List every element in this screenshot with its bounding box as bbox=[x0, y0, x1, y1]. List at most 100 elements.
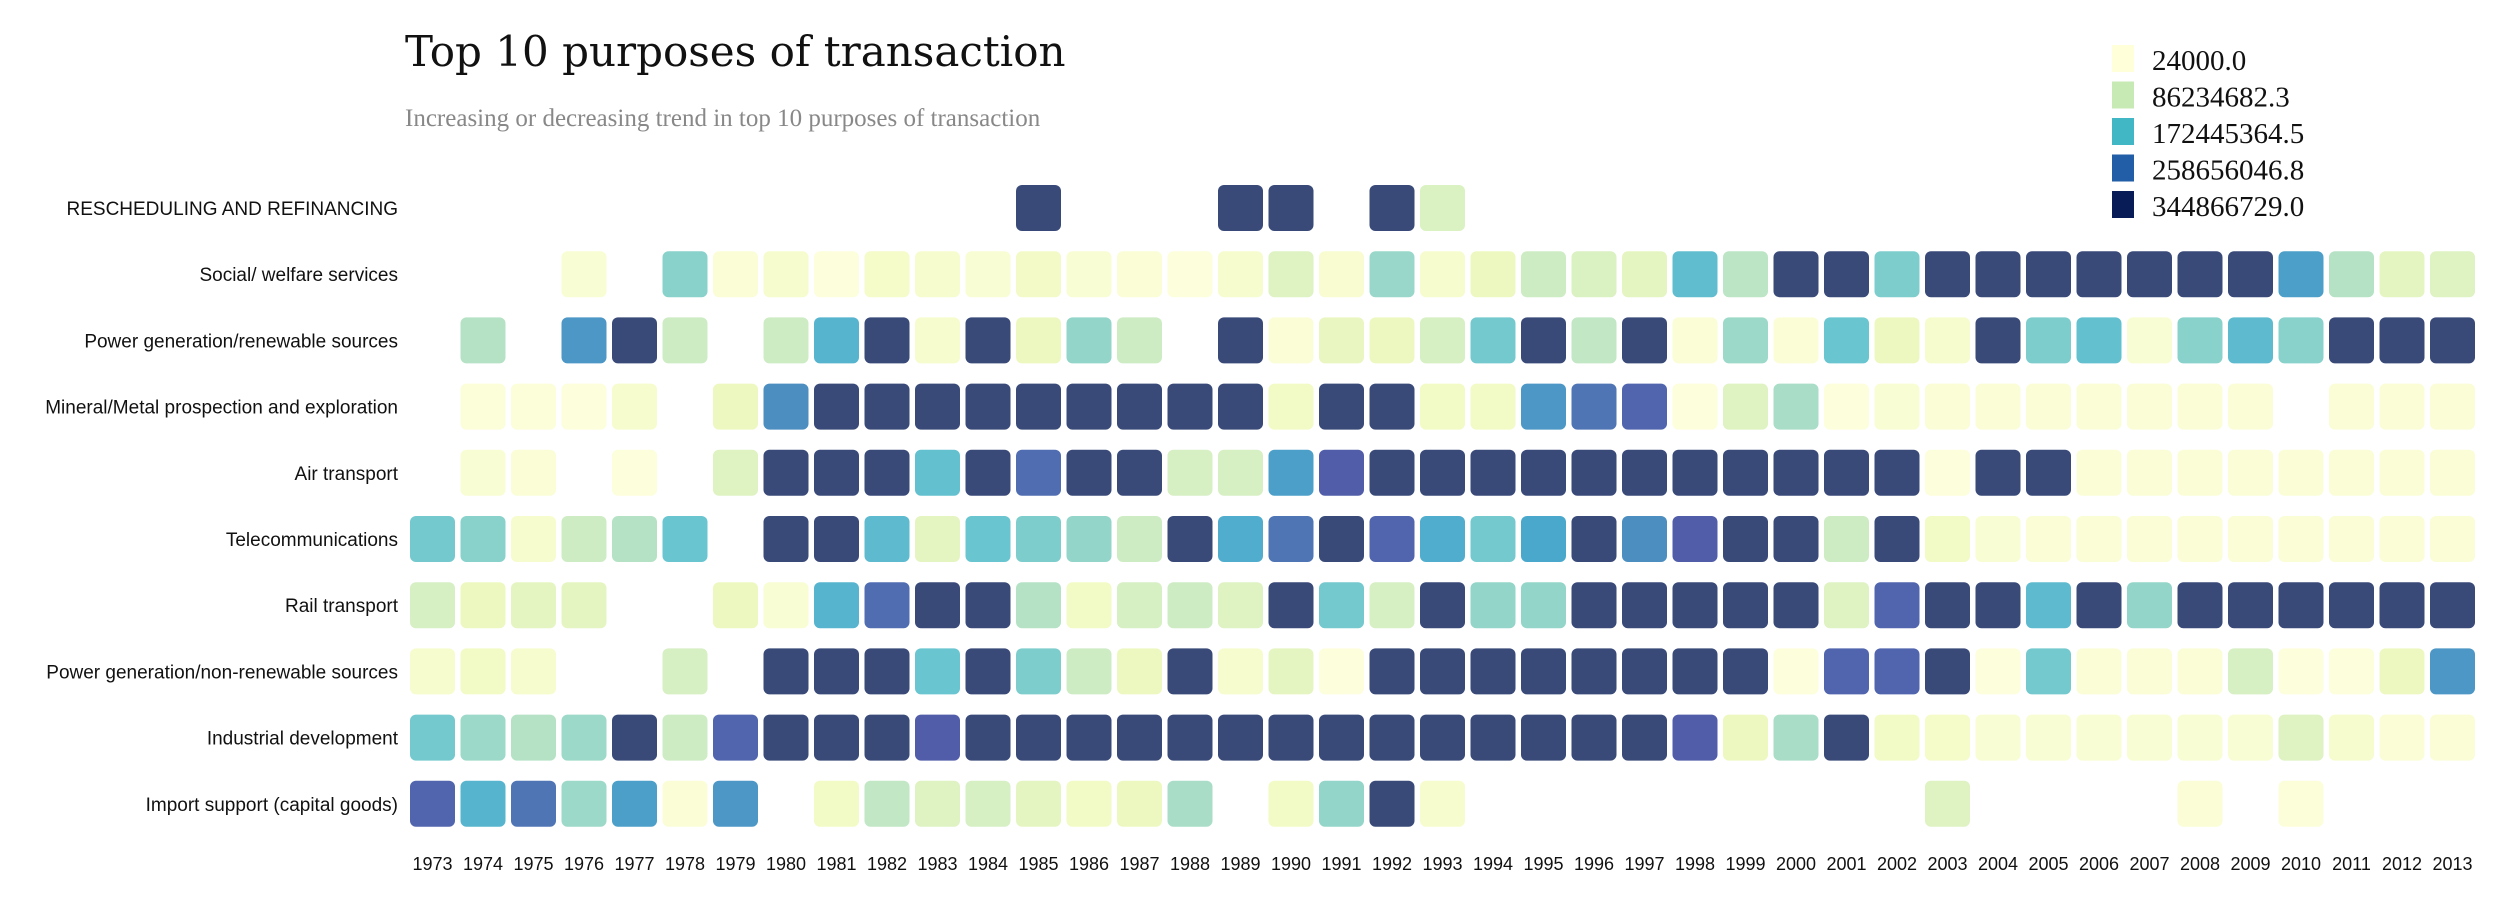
heatmap-cell bbox=[1167, 714, 1213, 761]
heatmap-cell bbox=[1521, 317, 1566, 364]
column-label: 1987 bbox=[1119, 854, 1159, 874]
column-label: 2004 bbox=[1978, 854, 2018, 874]
heatmap-cell bbox=[1571, 648, 1617, 695]
column-label: 1998 bbox=[1675, 854, 1715, 874]
heatmap-cell bbox=[1268, 317, 1314, 364]
heatmap-cell bbox=[1672, 516, 1718, 562]
heatmap-cell bbox=[713, 383, 758, 430]
row-label: Air transport bbox=[295, 464, 399, 485]
heatmap-cell bbox=[511, 516, 556, 562]
heatmap-cell bbox=[2177, 714, 2223, 761]
heatmap-cell bbox=[763, 714, 809, 761]
heatmap-cell bbox=[2379, 251, 2425, 298]
heatmap-cell bbox=[1874, 449, 1920, 496]
heatmap-cell bbox=[1319, 449, 1364, 496]
column-label: 1982 bbox=[867, 854, 907, 874]
heatmap-cell bbox=[1975, 383, 2021, 430]
heatmap-cell bbox=[2228, 383, 2273, 430]
column-label: 2012 bbox=[2382, 854, 2422, 874]
heatmap-cell bbox=[864, 648, 910, 695]
heatmap-cell bbox=[713, 780, 758, 827]
column-label: 1988 bbox=[1170, 854, 1210, 874]
heatmap-cell bbox=[1218, 449, 1263, 496]
heatmap-cell bbox=[864, 317, 910, 364]
heatmap-cell bbox=[814, 648, 859, 695]
heatmap-cell bbox=[1117, 317, 1162, 364]
heatmap-cell bbox=[1066, 714, 1112, 761]
heatmap-cell bbox=[1319, 383, 1364, 430]
heatmap-cell bbox=[2127, 251, 2172, 298]
heatmap-cell bbox=[662, 780, 708, 827]
legend-label: 172445364.5 bbox=[2152, 118, 2304, 150]
heatmap-cell bbox=[814, 383, 859, 430]
heatmap-cell bbox=[1470, 516, 1516, 562]
heatmap-cell bbox=[1369, 780, 1415, 827]
heatmap-cell bbox=[1218, 714, 1263, 761]
heatmap-cell bbox=[1319, 582, 1364, 629]
heatmap-cell bbox=[2076, 648, 2122, 695]
column-label: 2008 bbox=[2180, 854, 2220, 874]
heatmap-cell bbox=[1622, 383, 1667, 430]
heatmap-cell bbox=[460, 317, 506, 364]
column-label: 2000 bbox=[1776, 854, 1816, 874]
column-label: 1995 bbox=[1523, 854, 1563, 874]
column-label: 2010 bbox=[2281, 854, 2321, 874]
column-label: 1994 bbox=[1473, 854, 1513, 874]
heatmap-cell bbox=[1369, 714, 1415, 761]
heatmap-cell bbox=[1420, 185, 1465, 231]
heatmap-cell bbox=[2430, 714, 2475, 761]
heatmap-cell bbox=[1369, 383, 1415, 430]
heatmap-cell bbox=[1470, 449, 1516, 496]
heatmap-cell bbox=[1167, 582, 1213, 629]
heatmap-cell bbox=[1925, 648, 1970, 695]
heatmap-cell bbox=[965, 714, 1011, 761]
heatmap-cell bbox=[2430, 449, 2475, 496]
heatmap-cell bbox=[2076, 582, 2122, 629]
heatmap-cell bbox=[511, 582, 556, 629]
heatmap-cell bbox=[915, 648, 960, 695]
column-label: 1983 bbox=[917, 854, 957, 874]
heatmap-cell bbox=[2329, 648, 2374, 695]
heatmap-cell bbox=[1723, 516, 1768, 562]
heatmap-cell bbox=[561, 582, 607, 629]
heatmap-cell bbox=[511, 648, 556, 695]
column-label: 2001 bbox=[1826, 854, 1866, 874]
legend-label: 24000.0 bbox=[2152, 45, 2246, 77]
heatmap-cell bbox=[561, 251, 607, 298]
heatmap-cell bbox=[864, 383, 910, 430]
legend-label: 344866729.0 bbox=[2152, 191, 2304, 223]
heatmap-cell bbox=[1420, 780, 1465, 827]
heatmap-cell bbox=[1369, 648, 1415, 695]
heatmap-cell bbox=[1723, 383, 1768, 430]
heatmap-cell bbox=[1470, 251, 1516, 298]
heatmap-cell bbox=[410, 582, 455, 629]
heatmap-cell bbox=[1622, 251, 1667, 298]
heatmap-cell bbox=[1319, 516, 1364, 562]
column-label: 2003 bbox=[1927, 854, 1967, 874]
heatmap-cell bbox=[2228, 582, 2273, 629]
heatmap-cell bbox=[1369, 516, 1415, 562]
heatmap-cell bbox=[1521, 251, 1566, 298]
heatmap-cell bbox=[1723, 582, 1768, 629]
heatmap-cell bbox=[713, 714, 758, 761]
column-label: 1973 bbox=[412, 854, 452, 874]
heatmap-cell bbox=[1723, 449, 1768, 496]
heatmap-cell bbox=[2127, 449, 2172, 496]
heatmap-cell bbox=[2177, 582, 2223, 629]
heatmap-cell bbox=[2379, 449, 2425, 496]
heatmap-cell bbox=[1470, 582, 1516, 629]
heatmap-cell bbox=[1672, 582, 1718, 629]
heatmap-cell bbox=[1571, 317, 1617, 364]
heatmap-cell bbox=[1117, 251, 1162, 298]
heatmap-cell bbox=[915, 317, 960, 364]
heatmap-cell bbox=[1824, 317, 1869, 364]
heatmap-cell bbox=[561, 780, 607, 827]
heatmap-cell bbox=[1571, 516, 1617, 562]
heatmap-cell bbox=[763, 516, 809, 562]
heatmap-cell bbox=[511, 714, 556, 761]
heatmap-cell bbox=[965, 648, 1011, 695]
heatmap-cell bbox=[1016, 449, 1061, 496]
heatmap-cell bbox=[1874, 383, 1920, 430]
heatmap-cell bbox=[1925, 383, 1970, 430]
heatmap-cell bbox=[460, 780, 506, 827]
